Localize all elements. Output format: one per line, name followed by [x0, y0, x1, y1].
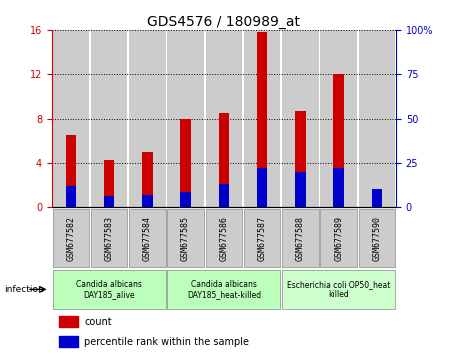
Text: GSM677586: GSM677586: [220, 216, 228, 261]
Bar: [206, 210, 242, 267]
Bar: [91, 30, 127, 207]
Bar: [282, 270, 395, 309]
Bar: [53, 210, 89, 267]
Bar: [142, 195, 153, 207]
Bar: [219, 184, 229, 207]
Bar: [219, 113, 229, 207]
Text: count: count: [85, 316, 112, 327]
Text: GSM677590: GSM677590: [373, 216, 382, 261]
Bar: [282, 30, 319, 207]
Bar: [359, 30, 395, 207]
Bar: [244, 30, 280, 207]
Bar: [180, 119, 191, 207]
Text: GSM677582: GSM677582: [67, 216, 76, 261]
Text: Candida albicans
DAY185_alive: Candida albicans DAY185_alive: [76, 280, 142, 299]
Text: infection: infection: [4, 285, 44, 294]
Bar: [66, 135, 76, 207]
Bar: [58, 316, 77, 327]
Bar: [206, 30, 242, 207]
Text: GSM677589: GSM677589: [334, 216, 343, 261]
Bar: [372, 196, 382, 207]
Text: GSM677588: GSM677588: [296, 216, 305, 261]
Bar: [282, 210, 319, 267]
Text: GSM677583: GSM677583: [104, 216, 113, 261]
Bar: [167, 30, 204, 207]
Bar: [257, 32, 267, 207]
Title: GDS4576 / 180989_at: GDS4576 / 180989_at: [148, 15, 301, 29]
Text: Candida albicans
DAY185_heat-killed: Candida albicans DAY185_heat-killed: [187, 280, 261, 299]
Bar: [372, 189, 382, 207]
Bar: [53, 30, 89, 207]
Bar: [167, 270, 280, 309]
Bar: [129, 210, 166, 267]
Bar: [295, 172, 306, 207]
Bar: [53, 270, 166, 309]
Bar: [58, 336, 77, 347]
Bar: [129, 30, 166, 207]
Text: GSM677587: GSM677587: [257, 216, 266, 261]
Bar: [142, 152, 153, 207]
Bar: [257, 168, 267, 207]
Bar: [66, 186, 76, 207]
Bar: [104, 160, 114, 207]
Text: percentile rank within the sample: percentile rank within the sample: [85, 337, 249, 347]
Bar: [333, 168, 344, 207]
Bar: [359, 210, 395, 267]
Text: Escherichia coli OP50_heat
killed: Escherichia coli OP50_heat killed: [287, 280, 390, 299]
Text: GSM677584: GSM677584: [143, 216, 152, 261]
Bar: [167, 210, 204, 267]
Bar: [295, 111, 306, 207]
Bar: [104, 196, 114, 207]
Bar: [333, 74, 344, 207]
Bar: [244, 210, 280, 267]
Bar: [320, 210, 357, 267]
Bar: [180, 192, 191, 207]
Bar: [91, 210, 127, 267]
Bar: [320, 30, 357, 207]
Text: GSM677585: GSM677585: [181, 216, 190, 261]
